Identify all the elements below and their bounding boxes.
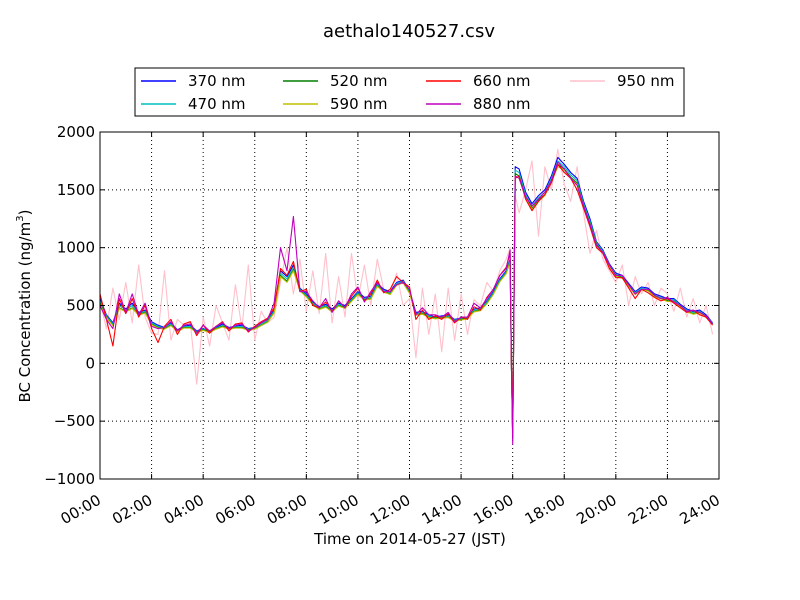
- legend-label: 590 nm: [330, 95, 388, 113]
- legend-entry: 880 nm: [426, 95, 531, 113]
- x-tick-label: 24:00: [677, 491, 723, 528]
- legend: 370 nm 470 nm 520 nm 590 nm 660 nm 880 nm 950 …: [134, 67, 685, 117]
- x-tick-label: 18:00: [522, 491, 568, 528]
- y-tick-label: 500: [66, 297, 95, 315]
- legend-entry: 520 nm: [283, 72, 388, 90]
- x-axis-label: Time on 2014-05-27 (JST): [313, 530, 506, 548]
- x-tick-label: 06:00: [212, 491, 258, 528]
- legend-entry: 590 nm: [283, 95, 388, 113]
- x-tick-label: 02:00: [109, 491, 155, 528]
- series-line-470-nm: [99, 160, 714, 438]
- legend-label: 950 nm: [617, 72, 675, 90]
- legend-label: 470 nm: [188, 95, 246, 113]
- x-tick-label: 00:00: [58, 491, 104, 528]
- x-tick-label: 16:00: [470, 491, 516, 528]
- series-line-370-nm: [99, 156, 714, 440]
- legend-entry: 660 nm: [426, 72, 531, 90]
- x-tick-label: 12:00: [367, 491, 413, 528]
- x-tick-label: 14:00: [419, 491, 465, 528]
- chart-title: aethalo140527.csv: [323, 21, 495, 42]
- y-tick-label: 2000: [57, 123, 95, 141]
- legend-label: 880 nm: [473, 95, 531, 113]
- x-tick-label: 20:00: [573, 491, 619, 528]
- legend-label: 660 nm: [473, 72, 531, 90]
- series-line-880-nm: [99, 161, 714, 445]
- y-axis-label-main: BC Concentration (ng/m: [16, 222, 34, 403]
- y-tick-label: 1000: [57, 239, 95, 257]
- y-tick-label: 1500: [57, 181, 95, 199]
- x-tick-label: 22:00: [625, 491, 671, 528]
- y-tick-label: −1000: [44, 470, 95, 488]
- axis-ticks: 00:00 02:00 04:00 06:00 08:00 10:00 12:00 14:00…: [44, 123, 723, 528]
- legend-entry: 950 nm: [570, 72, 675, 90]
- series-line-590-nm: [99, 166, 714, 436]
- series-line-660-nm: [99, 163, 714, 434]
- x-tick-label: 08:00: [264, 491, 310, 528]
- y-axis-label-close: ): [16, 210, 34, 216]
- x-tick-label: 10:00: [315, 491, 361, 528]
- legend-entry: 470 nm: [141, 95, 246, 113]
- y-axis-label: BC Concentration (ng/m3): [15, 210, 34, 403]
- legend-entry: 370 nm: [141, 72, 246, 90]
- grid-lines: [100, 132, 719, 479]
- legend-label: 520 nm: [330, 72, 388, 90]
- series-line-520-nm: [99, 163, 714, 437]
- y-tick-label: −500: [54, 412, 95, 430]
- y-axis-label-superscript: 3: [15, 215, 26, 221]
- y-tick-label: 0: [85, 354, 95, 372]
- legend-frame: [134, 67, 685, 117]
- series-layer: [99, 148, 714, 445]
- legend-label: 370 nm: [188, 72, 246, 90]
- x-tick-label: 04:00: [161, 491, 207, 528]
